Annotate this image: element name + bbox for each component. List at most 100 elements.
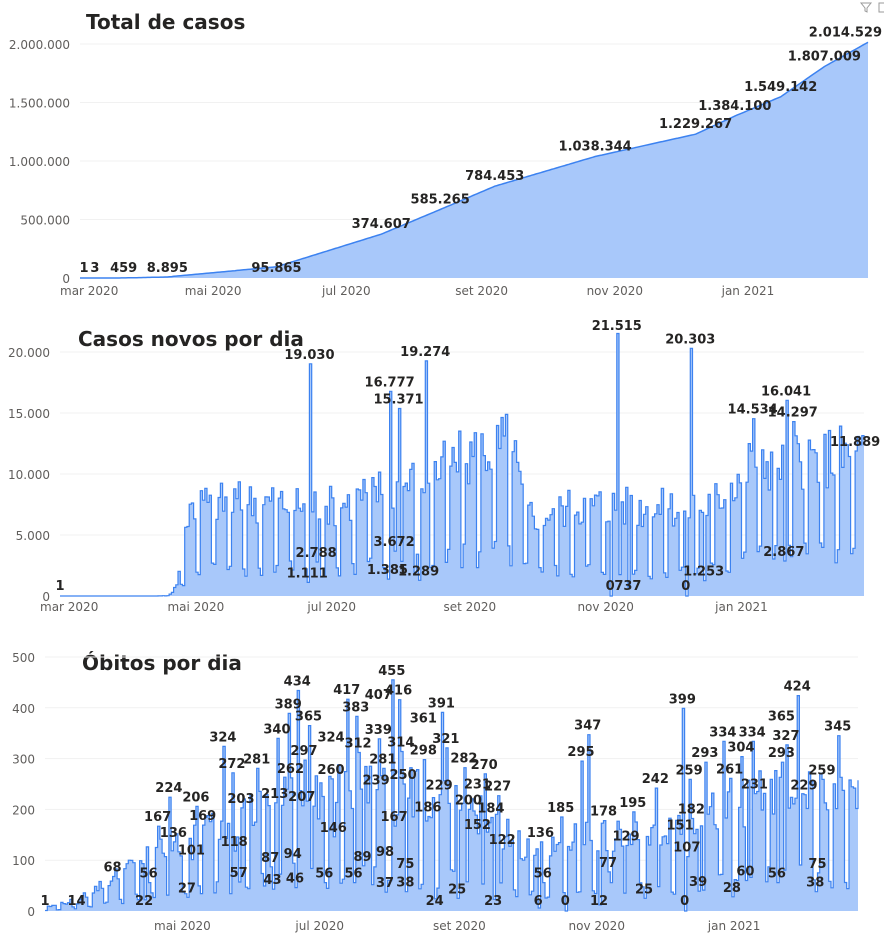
data-label: 231 xyxy=(464,778,491,793)
data-label: 182 xyxy=(678,803,705,818)
data-label: 270 xyxy=(471,758,498,773)
data-label: 39 xyxy=(689,875,707,890)
data-label: 14.297 xyxy=(768,406,818,421)
data-label: 417 xyxy=(333,683,360,698)
data-label: 11.889 xyxy=(830,435,880,450)
data-label: 87 xyxy=(261,851,279,866)
data-label: 0 xyxy=(561,894,570,909)
series-line xyxy=(60,332,865,597)
y-tick-label: 500 xyxy=(12,651,35,665)
data-label: 416 xyxy=(385,684,412,699)
data-label: 16.777 xyxy=(365,375,415,390)
data-label: 60 xyxy=(736,865,754,880)
data-label: 25 xyxy=(635,882,653,897)
chart-title: Total de casos xyxy=(86,10,246,34)
x-tick-label: set 2020 xyxy=(433,919,486,933)
x-tick-label: mar 2020 xyxy=(40,600,98,614)
visual-toolbar xyxy=(854,0,884,14)
data-label: 1.385 xyxy=(367,563,408,578)
data-label: 374.607 xyxy=(352,217,411,232)
data-label: 224 xyxy=(155,781,182,796)
data-label: 321 xyxy=(432,732,459,747)
x-tick-label: jul 2020 xyxy=(294,919,344,933)
data-label: 227 xyxy=(484,780,511,795)
y-tick-label: 0 xyxy=(42,590,50,604)
data-label: 407 xyxy=(365,688,392,703)
data-label: 1.229.267 xyxy=(659,117,732,132)
y-tick-label: 300 xyxy=(12,753,35,767)
data-label: 95.865 xyxy=(251,261,301,276)
data-label: 3 xyxy=(90,261,99,276)
data-label: 295 xyxy=(567,745,594,760)
data-label: 19.274 xyxy=(400,345,450,360)
data-label: 12 xyxy=(590,894,608,909)
data-label: 399 xyxy=(669,692,696,707)
data-label: 22 xyxy=(135,894,153,909)
data-label: 229 xyxy=(790,779,817,794)
data-label: 314 xyxy=(387,735,414,750)
x-tick-label: nov 2020 xyxy=(587,284,643,298)
x-tick-label: jul 2020 xyxy=(321,284,371,298)
data-label: 200 xyxy=(455,793,482,808)
data-label: 2.788 xyxy=(296,546,337,561)
y-tick-label: 5.000 xyxy=(16,529,50,543)
data-label: 2.867 xyxy=(763,545,804,560)
series-area xyxy=(80,42,868,278)
data-label: 272 xyxy=(218,757,245,772)
y-tick-label: 0 xyxy=(62,272,70,286)
data-label: 6 xyxy=(534,894,543,909)
filter-icon[interactable] xyxy=(859,2,873,13)
data-label: 324 xyxy=(209,730,236,745)
data-label: 0 xyxy=(680,894,689,909)
y-tick-label: 2.000.000 xyxy=(9,38,70,52)
data-label: 185 xyxy=(547,801,574,816)
data-label: 20.303 xyxy=(665,332,715,347)
data-label: 122 xyxy=(489,833,516,848)
data-label: 213 xyxy=(261,787,288,802)
data-label: 77 xyxy=(599,856,617,871)
data-label: 459 xyxy=(110,261,137,276)
data-label: 56 xyxy=(534,867,552,882)
data-label: 424 xyxy=(784,680,811,695)
data-label: 334 xyxy=(739,725,766,740)
data-label: 15.371 xyxy=(373,392,423,407)
x-tick-label: set 2020 xyxy=(455,284,508,298)
y-tick-label: 20.000 xyxy=(8,346,50,360)
data-label: 259 xyxy=(808,763,835,778)
data-label: 334 xyxy=(709,725,736,740)
data-label: 16.041 xyxy=(761,384,811,399)
data-label: 383 xyxy=(342,700,369,715)
data-label: 38 xyxy=(806,876,824,891)
data-label: 3.672 xyxy=(374,535,415,550)
data-label: 94 xyxy=(284,847,302,862)
data-label: 391 xyxy=(428,696,455,711)
total-cases-chart: Total de casos 0 500.000 1.000.000 1.500.00… xyxy=(0,0,884,305)
data-label: 152 xyxy=(464,818,491,833)
focus-mode-icon[interactable] xyxy=(878,2,884,13)
data-label: 195 xyxy=(619,796,646,811)
data-label: 89 xyxy=(353,850,371,865)
data-label: 136 xyxy=(160,826,187,841)
x-tick-label: jul 2020 xyxy=(306,600,356,614)
y-tick-label: 0 xyxy=(27,905,35,919)
x-tick-label: jan 2021 xyxy=(714,600,768,614)
data-label: 68 xyxy=(104,860,122,875)
data-label: 186 xyxy=(414,801,441,816)
data-label: 56 xyxy=(768,867,786,882)
data-label: 1.384.100 xyxy=(698,99,771,114)
data-label: 297 xyxy=(290,744,317,759)
data-label: 339 xyxy=(365,723,392,738)
deaths-chart: Óbitos por dia 0 100 200 300 400 500 mai 2020 j… xyxy=(0,640,884,942)
data-label: 312 xyxy=(344,737,371,752)
data-label: 14 xyxy=(67,894,85,909)
series-line xyxy=(80,41,869,279)
data-label: 37 xyxy=(376,876,394,891)
data-label: 345 xyxy=(824,720,851,735)
data-label: 46 xyxy=(286,872,304,887)
x-tick-label: nov 2020 xyxy=(577,600,633,614)
data-label: 57 xyxy=(230,866,248,881)
y-tick-label: 400 xyxy=(12,702,35,716)
data-label: 229 xyxy=(426,779,453,794)
x-tick-label: set 2020 xyxy=(443,600,496,614)
data-label: 260 xyxy=(317,763,344,778)
